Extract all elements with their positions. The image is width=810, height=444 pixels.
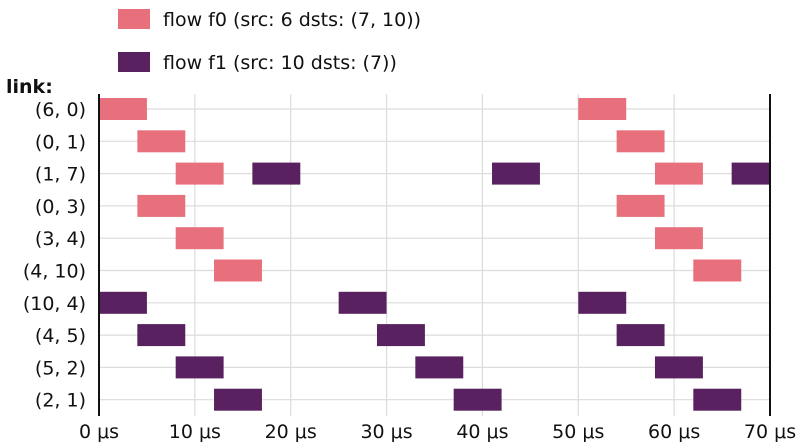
x-tick-label: 50 μs [552, 421, 604, 443]
y-tick-labels: (6, 0) (0, 1) (1, 7) (0, 3) (3, 4) (4, 10) (10… [23, 99, 86, 412]
x-tick-label: 60 μs [648, 421, 700, 443]
y-tick-label: (0, 1) [35, 131, 86, 153]
bar-flow-f1 [137, 324, 186, 347]
x-tick-label: 30 μs [360, 421, 412, 443]
legend-label: flow f0 (src: 6 dsts: (7, 10)) [163, 9, 421, 31]
bars [99, 98, 770, 411]
x-tick-label: 10 μs [169, 421, 221, 443]
y-tick-label: (1, 7) [35, 164, 86, 186]
axes [98, 94, 771, 416]
bar-flow-f0 [578, 98, 627, 120]
bar-flow-f1 [616, 324, 665, 347]
x-tick-label: 70 μs [744, 421, 796, 443]
bar-flow-f0 [616, 130, 665, 153]
bar-flow-f1 [415, 356, 464, 379]
y-axis-title: link: [6, 76, 53, 98]
legend: flow f0 (src: 6 dsts: (7, 10)) flow f1 (s… [118, 9, 421, 74]
y-tick-label: (10, 4) [23, 293, 86, 315]
bar-flow-f1 [338, 291, 387, 314]
bar-flow-f1 [214, 388, 262, 411]
bar-flow-f0 [137, 194, 186, 217]
bar-flow-f0 [616, 194, 665, 217]
legend-label: flow f1 (src: 10 dsts: (7)) [163, 52, 397, 74]
bar-flow-f0 [214, 259, 262, 282]
bar-flow-f0 [137, 130, 186, 153]
x-tick-label: 0 μs [79, 421, 119, 443]
bar-flow-f1 [453, 388, 502, 411]
y-tick-label: (4, 10) [23, 261, 86, 283]
y-tick-label: (3, 4) [35, 228, 86, 250]
legend-swatch [118, 52, 150, 72]
legend-swatch [118, 9, 150, 29]
bar-flow-f1 [578, 291, 627, 314]
y-tick-label: (6, 0) [35, 99, 86, 121]
bar-flow-f1 [376, 324, 425, 347]
bar-flow-f0 [654, 227, 703, 250]
bar-flow-f0 [175, 227, 224, 250]
y-tick-label: (2, 1) [35, 390, 86, 412]
x-tick-label: 40 μs [456, 421, 508, 443]
x-tick-label: 20 μs [265, 421, 317, 443]
bar-flow-f0 [175, 162, 224, 185]
bar-flow-f0 [693, 259, 742, 282]
bar-flow-f1 [99, 291, 147, 314]
bar-flow-f0 [654, 162, 703, 185]
y-tick-label: (4, 5) [35, 325, 86, 347]
bar-flow-f1 [731, 162, 770, 185]
bar-flow-f0 [99, 98, 147, 120]
x-tick-labels: 0 μs 10 μs 20 μs 30 μs 40 μs 50 μs 60 μs 70 μs [79, 421, 796, 443]
bar-flow-f1 [654, 356, 703, 379]
bar-flow-f1 [175, 356, 224, 379]
bar-flow-f1 [252, 162, 301, 185]
y-tick-label: (5, 2) [35, 357, 86, 379]
bar-flow-f1 [492, 162, 540, 185]
y-tick-label: (0, 3) [35, 196, 86, 218]
bar-flow-f1 [693, 388, 742, 411]
